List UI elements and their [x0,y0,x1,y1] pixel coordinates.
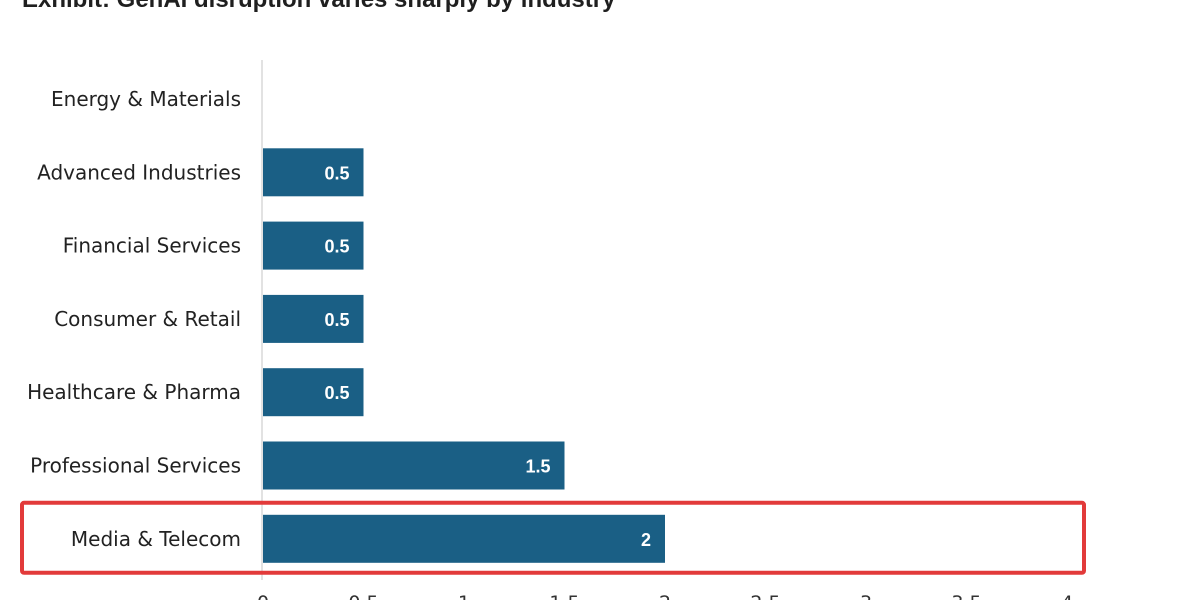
category-label: Advanced Industries [37,160,241,184]
x-tick-label: 1 [458,592,470,600]
x-tick-label: 1.5 [549,592,579,600]
data-label: 1.5 [525,457,550,477]
bar [263,441,565,490]
x-tick-label: 2.5 [750,592,780,600]
bar [263,221,364,270]
data-label: 2 [641,530,651,550]
x-tick-label: 0.5 [348,592,378,600]
bar [263,294,364,343]
data-label: 0.5 [324,310,349,330]
bar [263,514,665,563]
x-tick-label: 3 [860,592,872,600]
category-label: Financial Services [63,234,241,258]
category-label: Healthcare & Pharma [27,380,241,404]
data-label: 0.5 [324,163,349,183]
bar [263,148,364,197]
x-tick-label: 3.5 [951,592,981,600]
highlight-box [20,500,1086,575]
category-label: Energy & Materials [51,87,241,111]
chart-title: Exhibit: GenAI disruption varies sharply… [22,0,615,14]
category-label: Consumer & Retail [54,307,241,331]
bar [263,368,364,417]
x-tick-label: 0 [257,592,269,600]
category-label: Professional Services [30,454,241,478]
data-label: 0.5 [324,383,349,403]
data-label: 0.5 [324,237,349,257]
x-tick-label: 4 [1061,592,1073,600]
category-label: Media & Telecom [71,527,241,551]
x-tick-label: 2 [659,592,671,600]
